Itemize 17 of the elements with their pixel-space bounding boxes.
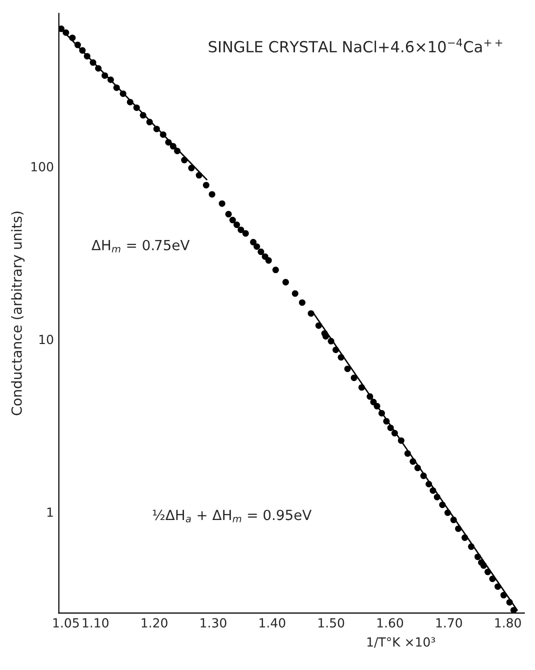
x-tick-label: 1.20 bbox=[142, 618, 168, 628]
text: SINGLE CRYSTAL NaCl+4.6×10$^{−4}$Ca$^{++}$ bbox=[208, 38, 502, 52]
annotation: ΔH$_{m}$ = 0.75eV bbox=[92, 240, 190, 252]
y-tick-label: 100 bbox=[32, 162, 54, 172]
x-axis-title: 1/T°K ×10³ bbox=[367, 637, 436, 648]
y-tick-label: 1 bbox=[47, 508, 53, 517]
x-tick-label: 1.60 bbox=[377, 618, 404, 628]
x-tick-label: 1.80 bbox=[495, 618, 521, 628]
x-tick-label: 1.70 bbox=[436, 618, 462, 628]
y-tick-label: 10 bbox=[39, 334, 54, 344]
y-axis-title: Conductance (arbitrary units) bbox=[11, 212, 25, 416]
x-tick-label: 1.30 bbox=[200, 618, 226, 628]
x-tick-label: 1.40 bbox=[260, 618, 286, 628]
x-tick-label: 1.10 bbox=[82, 618, 108, 628]
x-tick-label: 1.50 bbox=[318, 618, 344, 628]
annotation: ½ΔH$_{a}$ + ΔH$_{m}$ = 0.95eV bbox=[152, 510, 312, 522]
x-tick-label: 1.05 bbox=[53, 618, 79, 628]
